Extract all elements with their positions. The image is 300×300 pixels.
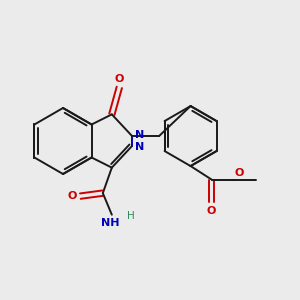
Text: N: N xyxy=(135,142,144,152)
Text: O: O xyxy=(68,191,77,201)
Text: O: O xyxy=(115,74,124,84)
Text: O: O xyxy=(235,168,244,178)
Text: N: N xyxy=(135,130,144,140)
Text: NH: NH xyxy=(101,218,120,228)
Text: H: H xyxy=(128,211,135,221)
Text: O: O xyxy=(207,206,216,216)
